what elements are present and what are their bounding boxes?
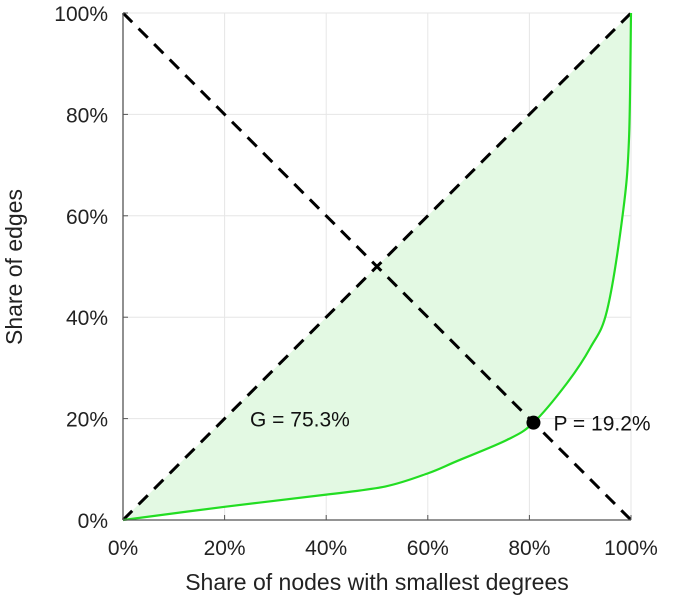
y-tick-label: 20% [66,409,108,432]
x-axis-label: Share of nodes with smallest degrees [185,569,569,595]
anti-diagonal [121,11,633,522]
y-axis-label: Share of edges [1,189,27,345]
x-tick-label: 0% [108,537,138,560]
tick-labels: 0%0% 20% 20% 40% 40% 60% 60% 80% 80% 100% 100% [54,3,658,560]
p-label: P = 19.2% [553,413,650,436]
g-label: G = 75.3% [250,409,350,432]
axes [122,12,632,521]
y-tick-label: 40% [66,307,108,330]
p-point-marker [526,415,541,430]
x-tick-label: 80% [508,537,550,560]
reference-lines [121,11,633,522]
y-tick-label: 0% [78,510,108,533]
x-tick-label: 20% [204,537,246,560]
x-tick-label: 100% [604,537,658,560]
y-tick-label: 60% [66,206,108,229]
y-tick-label: 100% [54,3,108,26]
y-tick-label: 80% [66,104,108,127]
lorenz-curve [122,12,633,522]
x-tick-label: 40% [305,537,347,560]
x-tick-label: 60% [407,537,449,560]
